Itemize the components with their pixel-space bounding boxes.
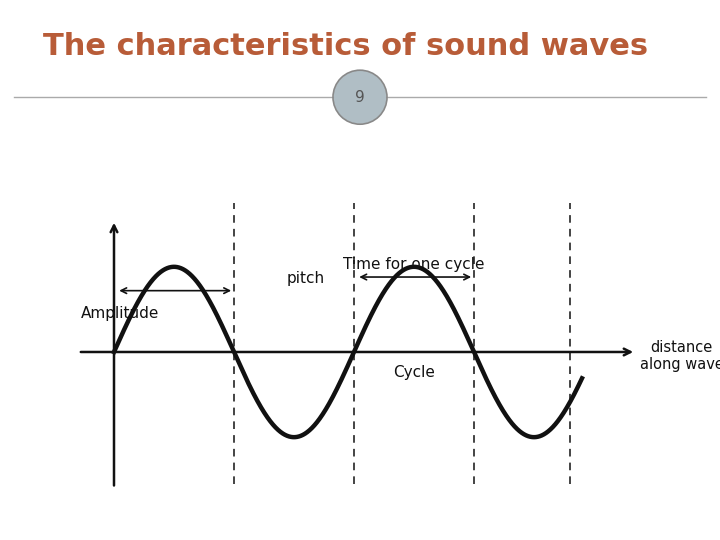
Text: Time for one cycle: Time for one cycle <box>343 257 485 272</box>
Text: pitch: pitch <box>287 272 325 286</box>
Text: Cycle: Cycle <box>393 364 435 380</box>
Text: 9: 9 <box>355 90 365 105</box>
Text: Amplitude: Amplitude <box>81 306 159 321</box>
Text: The characteristics of sound waves: The characteristics of sound waves <box>43 32 648 61</box>
Text: distance
along wave: distance along wave <box>639 340 720 373</box>
